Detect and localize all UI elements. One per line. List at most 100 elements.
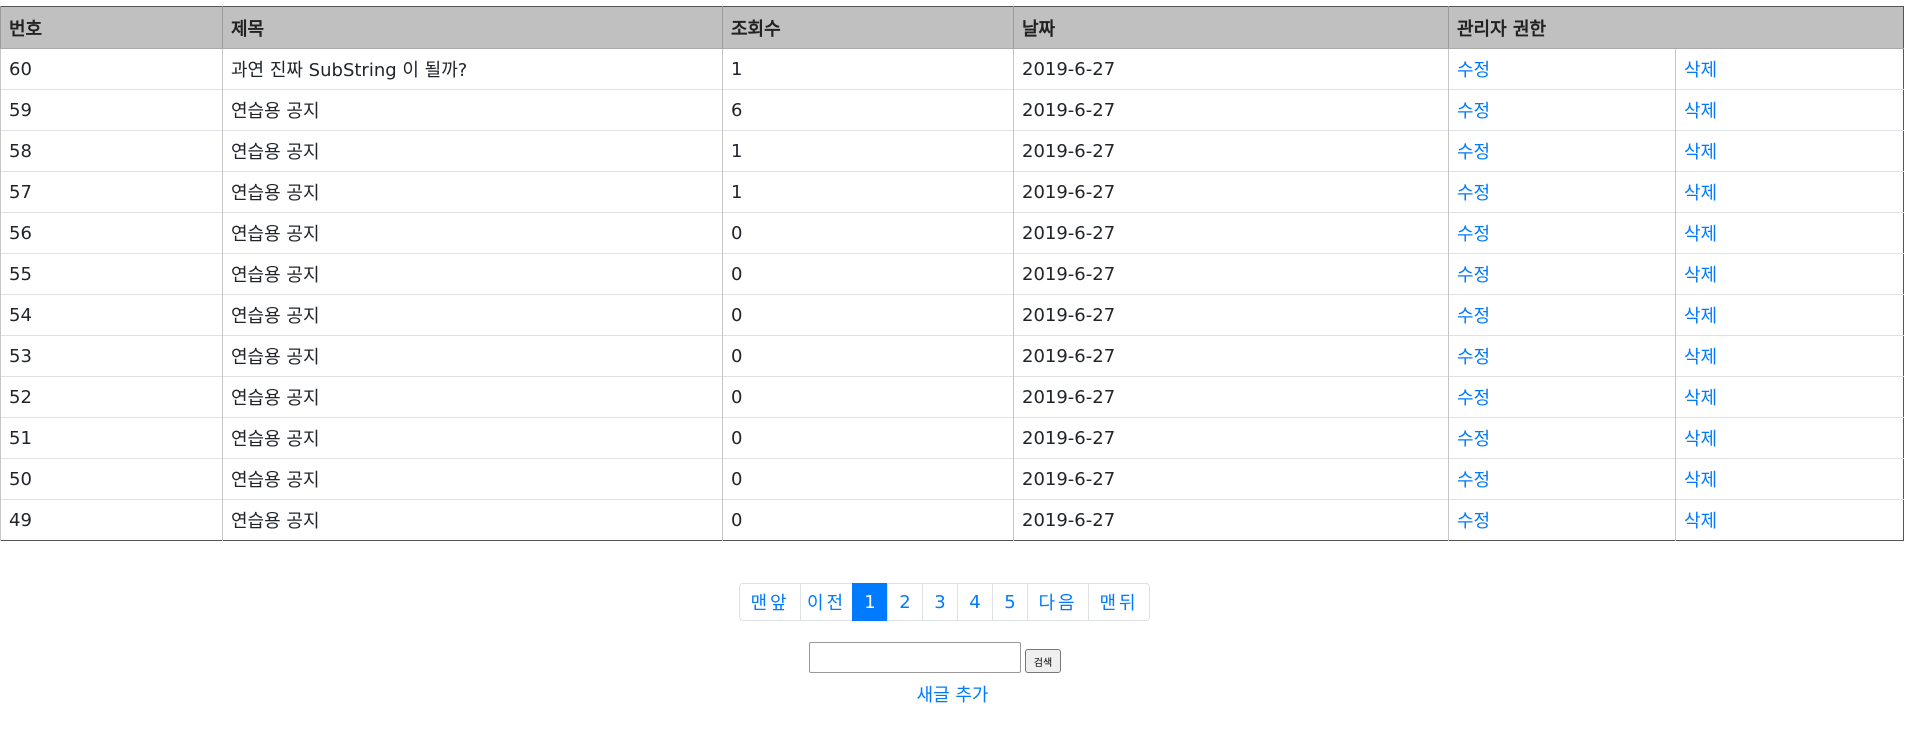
page-5-button[interactable]: 5	[992, 583, 1028, 621]
page-2-button[interactable]: 2	[887, 583, 923, 621]
board-table: 번호 제목 조회수 날짜 관리자 권한 60 과연 진짜 SubString 이 …	[0, 6, 1905, 541]
row-title: 연습용 공지	[222, 130, 723, 172]
row-title: 연습용 공지	[222, 294, 723, 336]
delete-link[interactable]: 삭제	[1684, 101, 1718, 122]
edit-link[interactable]: 수정	[1457, 388, 1491, 409]
row-date: 2019-6-27	[1013, 335, 1449, 377]
row-delete-cell: 삭제	[1674, 417, 1904, 459]
page-4-button[interactable]: 4	[957, 583, 993, 621]
row-date: 2019-6-27	[1013, 376, 1449, 418]
edit-link[interactable]: 수정	[1457, 265, 1491, 286]
delete-link[interactable]: 삭제	[1684, 183, 1718, 204]
row-edit-cell: 수정	[1448, 171, 1676, 213]
row-title: 연습용 공지	[222, 171, 723, 213]
row-edit-cell: 수정	[1448, 130, 1676, 172]
delete-link[interactable]: 삭제	[1684, 224, 1718, 245]
header-title: 제목	[222, 6, 723, 49]
row-delete-cell: 삭제	[1674, 458, 1904, 500]
row-delete-cell: 삭제	[1674, 171, 1904, 213]
edit-link[interactable]: 수정	[1457, 429, 1491, 450]
row-delete-cell: 삭제	[1674, 130, 1904, 172]
row-number: 56	[0, 212, 223, 254]
row-delete-cell: 삭제	[1674, 335, 1904, 377]
row-date: 2019-6-27	[1013, 417, 1449, 459]
row-delete-cell: 삭제	[1674, 376, 1904, 418]
row-title: 연습용 공지	[222, 458, 723, 500]
page-first-button[interactable]: 맨앞	[739, 583, 801, 621]
row-delete-cell: 삭제	[1674, 499, 1904, 541]
page-last-button[interactable]: 맨뒤	[1088, 583, 1150, 621]
row-views: 0	[722, 253, 1014, 295]
delete-link[interactable]: 삭제	[1684, 388, 1718, 409]
table-row: 57 연습용 공지 1 2019-6-27 수정 삭제	[0, 171, 1904, 213]
row-views: 1	[722, 48, 1014, 90]
row-title: 연습용 공지	[222, 417, 723, 459]
row-title: 연습용 공지	[222, 335, 723, 377]
row-number: 52	[0, 376, 223, 418]
row-views: 0	[722, 458, 1014, 500]
row-title: 연습용 공지	[222, 212, 723, 254]
delete-link[interactable]: 삭제	[1684, 429, 1718, 450]
header-admin: 관리자 권한	[1447, 6, 1904, 49]
row-views: 0	[722, 335, 1014, 377]
row-views: 0	[722, 417, 1014, 459]
search-input[interactable]	[809, 642, 1021, 673]
row-edit-cell: 수정	[1448, 499, 1676, 541]
row-date: 2019-6-27	[1013, 48, 1449, 90]
new-post-container: 새글 추가	[0, 681, 1905, 707]
table-row: 58 연습용 공지 1 2019-6-27 수정 삭제	[0, 130, 1904, 172]
row-delete-cell: 삭제	[1674, 89, 1904, 131]
edit-link[interactable]: 수정	[1457, 470, 1491, 491]
row-title: 연습용 공지	[222, 499, 723, 541]
delete-link[interactable]: 삭제	[1684, 60, 1718, 81]
edit-link[interactable]: 수정	[1457, 306, 1491, 327]
row-edit-cell: 수정	[1448, 253, 1676, 295]
edit-link[interactable]: 수정	[1457, 347, 1491, 368]
row-number: 55	[0, 253, 223, 295]
table-row: 54 연습용 공지 0 2019-6-27 수정 삭제	[0, 294, 1904, 336]
row-views: 6	[722, 89, 1014, 131]
row-edit-cell: 수정	[1448, 89, 1676, 131]
row-title: 연습용 공지	[222, 89, 723, 131]
delete-link[interactable]: 삭제	[1684, 511, 1718, 532]
row-edit-cell: 수정	[1448, 376, 1676, 418]
edit-link[interactable]: 수정	[1457, 101, 1491, 122]
delete-link[interactable]: 삭제	[1684, 306, 1718, 327]
table-body: 60 과연 진짜 SubString 이 될까? 1 2019-6-27 수정 삭제 59 연…	[0, 48, 1904, 541]
pagination: 맨앞 이전 1 2 3 4 5 다음 맨뒤	[739, 583, 1150, 621]
edit-link[interactable]: 수정	[1457, 224, 1491, 245]
delete-link[interactable]: 삭제	[1684, 142, 1718, 163]
edit-link[interactable]: 수정	[1457, 60, 1491, 81]
edit-link[interactable]: 수정	[1457, 142, 1491, 163]
edit-link[interactable]: 수정	[1457, 183, 1491, 204]
row-delete-cell: 삭제	[1674, 48, 1904, 90]
row-edit-cell: 수정	[1448, 212, 1676, 254]
page-next-button[interactable]: 다음	[1027, 583, 1089, 621]
new-post-link[interactable]: 새글 추가	[916, 685, 989, 706]
row-number: 60	[0, 48, 223, 90]
search-box: 검색	[809, 642, 1061, 673]
row-views: 0	[722, 499, 1014, 541]
page-3-button[interactable]: 3	[922, 583, 958, 621]
page-1-button[interactable]: 1	[852, 583, 888, 621]
row-number: 49	[0, 499, 223, 541]
edit-link[interactable]: 수정	[1457, 511, 1491, 532]
header-views: 조회수	[722, 6, 1014, 49]
delete-link[interactable]: 삭제	[1684, 470, 1718, 491]
row-number: 53	[0, 335, 223, 377]
delete-link[interactable]: 삭제	[1684, 347, 1718, 368]
row-date: 2019-6-27	[1013, 458, 1449, 500]
row-title: 연습용 공지	[222, 376, 723, 418]
row-date: 2019-6-27	[1013, 294, 1449, 336]
page-prev-button[interactable]: 이전	[800, 583, 853, 621]
row-date: 2019-6-27	[1013, 499, 1449, 541]
delete-link[interactable]: 삭제	[1684, 265, 1718, 286]
row-views: 0	[722, 294, 1014, 336]
row-number: 58	[0, 130, 223, 172]
search-button[interactable]: 검색	[1025, 649, 1061, 673]
row-views: 0	[722, 212, 1014, 254]
row-views: 1	[722, 171, 1014, 213]
table-row: 56 연습용 공지 0 2019-6-27 수정 삭제	[0, 212, 1904, 254]
row-edit-cell: 수정	[1448, 417, 1676, 459]
table-header: 번호 제목 조회수 날짜 관리자 권한	[0, 6, 1904, 49]
